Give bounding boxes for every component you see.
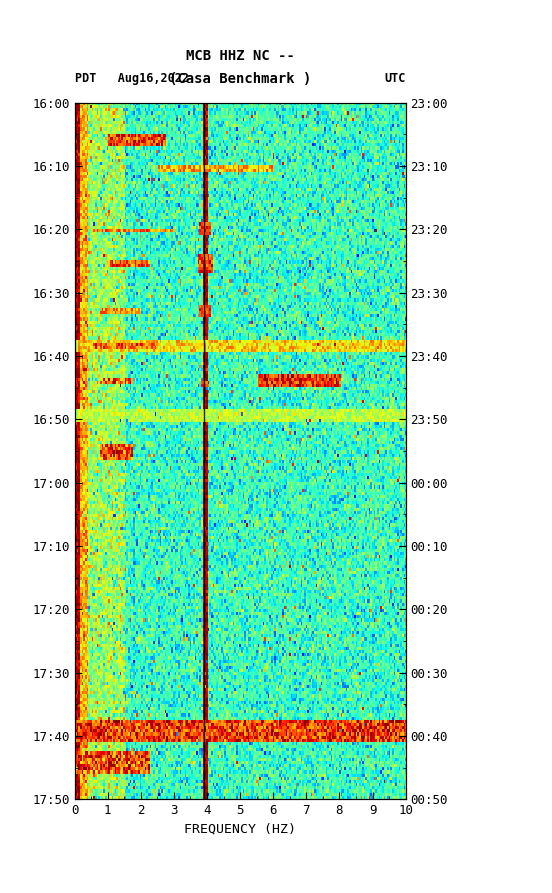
Text: UTC: UTC (384, 72, 406, 85)
Text: (Casa Benchmark ): (Casa Benchmark ) (169, 71, 311, 86)
Text: PDT   Aug16,2022: PDT Aug16,2022 (75, 72, 189, 85)
X-axis label: FREQUENCY (HZ): FREQUENCY (HZ) (184, 822, 296, 836)
Text: MCB HHZ NC --: MCB HHZ NC -- (185, 49, 295, 63)
Text: USGS: USGS (22, 18, 56, 29)
